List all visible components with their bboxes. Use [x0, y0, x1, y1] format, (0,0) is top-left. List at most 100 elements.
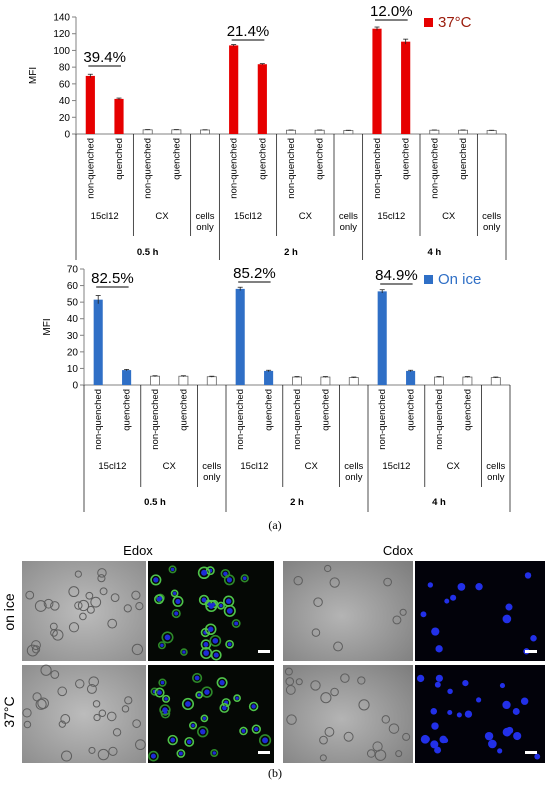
cell: [333, 641, 343, 652]
cell: [381, 715, 391, 724]
nucleus: [502, 614, 512, 624]
nucleus: [194, 675, 200, 681]
cell: [107, 618, 118, 629]
nucleus: [234, 621, 239, 626]
nucleus: [203, 650, 210, 656]
cell: [35, 698, 47, 710]
cell: [112, 728, 122, 737]
cell: [150, 574, 162, 586]
nucleus: [201, 597, 207, 603]
x-tick-label: quenched: [458, 138, 469, 180]
cell: [93, 713, 101, 722]
scale-bar: [525, 751, 537, 754]
x-tick-label: quenched: [406, 389, 417, 431]
group-label: cells: [482, 211, 501, 222]
x-tick-label: non-quenched: [292, 389, 303, 450]
cell: [195, 691, 203, 699]
bar: [429, 129, 440, 135]
bar: [372, 28, 382, 135]
group-label: only: [483, 222, 501, 233]
nucleus: [488, 739, 497, 749]
cell: [210, 748, 219, 758]
cell: [176, 749, 186, 758]
chart-37c: MFI 0 20 40 60 80 100 120 140 non-quenched quenche…: [28, 3, 507, 260]
nucleus: [420, 611, 427, 618]
cell: [319, 735, 328, 745]
x-tick-label: non-quenched: [150, 389, 161, 450]
x-tick-label: non-quenched: [434, 389, 445, 450]
cell: [198, 594, 210, 606]
cell: [248, 701, 259, 712]
nucleus: [207, 626, 214, 632]
nucleus: [434, 746, 442, 754]
cell: [205, 566, 215, 576]
cell: [392, 615, 402, 625]
bar: [142, 129, 153, 135]
bar: [458, 129, 468, 135]
bar: [150, 375, 160, 386]
cell: [223, 574, 235, 586]
nucleus: [434, 681, 441, 688]
cell: [52, 629, 64, 641]
y-tick-label: 70: [67, 265, 79, 276]
nucleus: [219, 603, 223, 608]
cell: [154, 687, 165, 698]
nucleus: [430, 740, 439, 749]
bar: [490, 377, 501, 386]
group-label: CX: [447, 461, 461, 472]
cell: [40, 664, 52, 676]
nucleus: [164, 697, 168, 701]
nucleus: [450, 594, 457, 601]
bar: [320, 376, 331, 386]
cell: [251, 724, 262, 734]
cell: [240, 574, 249, 583]
cell: [313, 597, 323, 607]
y-tick-label: 100: [53, 46, 70, 57]
cell: [25, 590, 35, 600]
y-tick-label: 40: [59, 96, 71, 107]
column-title-cdox: Cdox: [383, 543, 414, 558]
group-label: 15cl12: [234, 211, 262, 222]
cell: [221, 698, 231, 708]
y-tick-label: 140: [53, 13, 70, 24]
microscopy-panel: Edox Cdox on ice 37°C: [1, 543, 545, 763]
cell: [324, 564, 332, 573]
bar: [235, 288, 245, 385]
nucleus: [225, 598, 232, 604]
group-label: 15cl12: [98, 461, 126, 472]
cell: [43, 598, 54, 609]
nucleus: [219, 680, 225, 686]
nucleus: [447, 709, 453, 716]
cell: [210, 649, 222, 661]
cell: [180, 648, 188, 656]
cell: [121, 705, 130, 713]
cell: [225, 639, 234, 649]
cell: [191, 672, 203, 684]
nucleus: [174, 611, 179, 616]
group-label: 15cl12: [91, 211, 119, 222]
nucleus: [534, 753, 541, 760]
nucleus: [484, 731, 494, 741]
cell: [50, 601, 60, 611]
nucleus: [153, 577, 159, 583]
nucleus: [191, 723, 195, 728]
nucleus: [505, 603, 513, 611]
cell: [219, 703, 230, 713]
cell: [343, 731, 354, 742]
cell: [402, 732, 411, 741]
y-tick-label: 80: [59, 63, 71, 74]
nucleus: [476, 697, 482, 703]
x-tick-label: quenched: [257, 138, 268, 180]
x-tick-label: non-quenched: [85, 138, 96, 199]
nucleus: [513, 731, 522, 741]
cell: [197, 725, 209, 738]
nucleus: [204, 689, 210, 695]
cell: [366, 749, 376, 758]
nucleus: [170, 737, 176, 743]
time-label: 0.5 h: [144, 497, 166, 508]
cell: [148, 750, 159, 762]
cell: [50, 670, 60, 679]
group-label: only: [340, 222, 358, 233]
nucleus: [430, 708, 438, 715]
time-label: 2 h: [290, 497, 304, 508]
